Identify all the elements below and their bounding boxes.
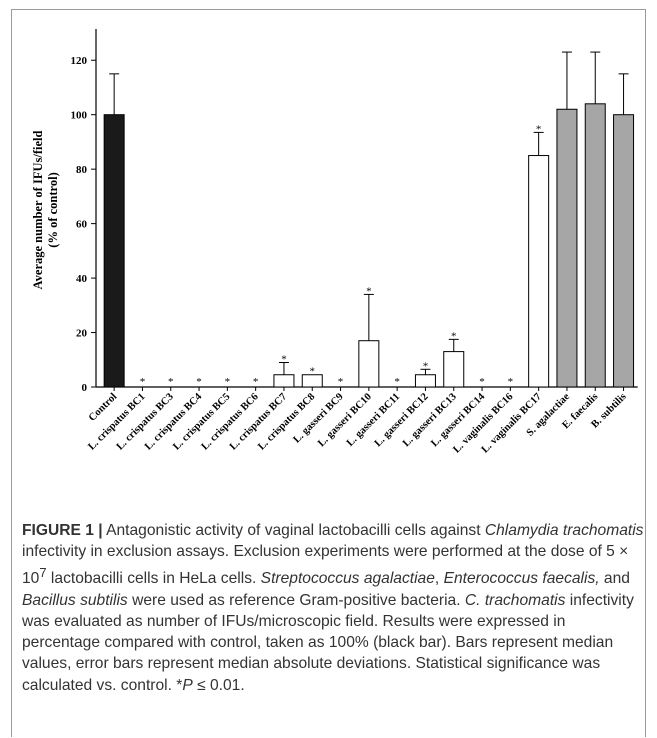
frame-right-border (645, 9, 646, 737)
significance-marker: * (536, 123, 542, 135)
bar-chart: 0 20 40 60 80 100 120 Average number of IFUs/fi… (31, 29, 638, 455)
bar (556, 108, 578, 388)
significance-marker: * (225, 376, 231, 388)
caption-text: FIGURE 1 | Antagonistic activity of vagi… (22, 522, 644, 694)
bar (584, 103, 606, 388)
y-tick-label: 60 (76, 219, 88, 231)
significance-marker: * (281, 353, 287, 365)
significance-marker: * (366, 285, 372, 297)
significance-marker: * (310, 366, 316, 378)
significance-marker: * (423, 360, 429, 372)
figure-caption: FIGURE 1 | Antagonistic activity of vagi… (22, 520, 647, 696)
y-tick-label: 40 (76, 273, 88, 285)
bar (414, 374, 436, 388)
y-axis-title: Average number of IFUs/field (31, 131, 45, 290)
x-tick-label: L. gasseri BC9 (291, 391, 345, 445)
significance-marker: * (508, 376, 514, 388)
y-tick-label: 20 (76, 328, 88, 340)
caption-label: FIGURE 1 | (22, 522, 103, 539)
significance-marker: * (394, 376, 400, 388)
significance-marker: * (168, 376, 174, 388)
y-tick-label: 80 (76, 164, 88, 176)
bar (443, 351, 465, 388)
significance-marker: * (451, 330, 457, 342)
y-axis-title-unit: (% of control) (46, 172, 60, 247)
significance-marker: * (253, 376, 259, 388)
y-tick-label: 120 (71, 55, 88, 67)
frame-left-border (11, 9, 12, 737)
y-tick-label: 0 (82, 382, 88, 394)
significance-marker: * (140, 376, 146, 388)
bar (273, 374, 295, 388)
significance-marker: * (479, 376, 485, 388)
frame-top-border (11, 9, 646, 10)
significance-marker: * (338, 376, 344, 388)
bar (301, 374, 323, 388)
significance-marker: * (196, 376, 202, 388)
y-tick-label: 100 (71, 110, 88, 122)
bar (358, 340, 380, 388)
bar (613, 114, 635, 388)
bar (103, 114, 125, 388)
bar (528, 155, 550, 388)
